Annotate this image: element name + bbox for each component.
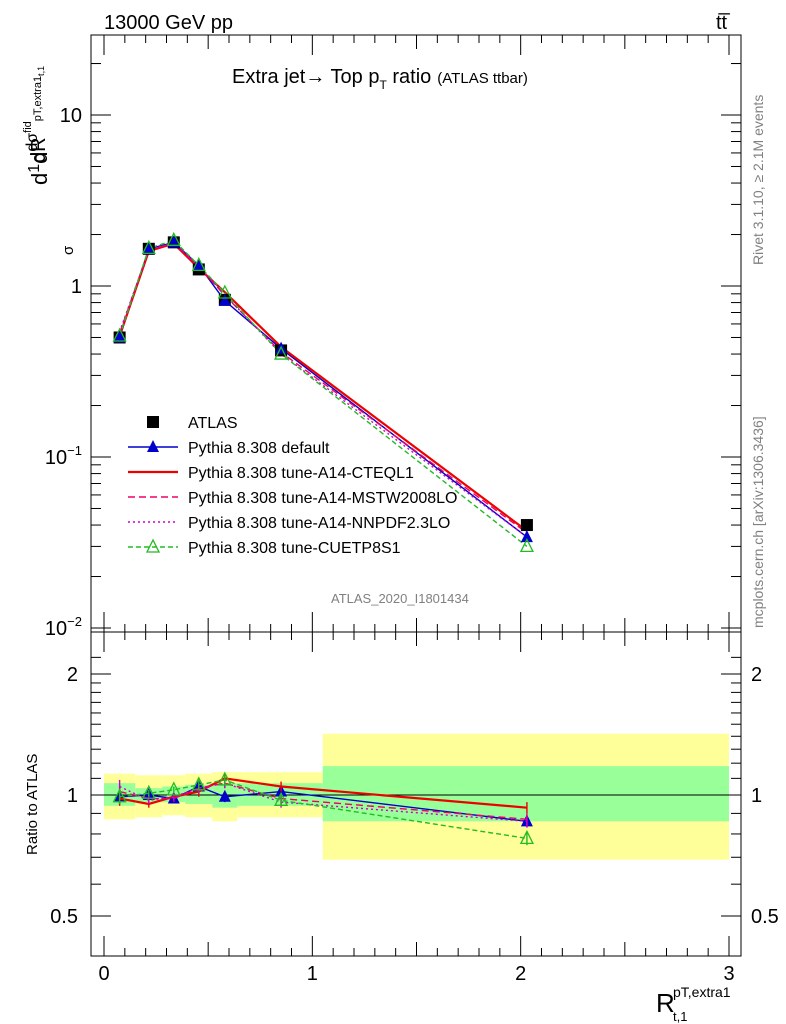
data-point-cuetp8s1 [274, 345, 289, 360]
data-point-cuetp8s1 [191, 776, 206, 791]
data-point-cuetp8s1 [141, 784, 156, 799]
title-main: Extra jet→ Top p [232, 66, 379, 88]
ylabel-d2: d [27, 152, 52, 164]
xlabel-sup: pT,extra1 [673, 984, 731, 1000]
legend-label: Pythia 8.308 tune-A14-NNPDF2.3LO [188, 515, 450, 532]
xtick-label: 0 [98, 963, 109, 985]
ratio-ytick-label-right: 0.5 [751, 906, 779, 928]
analysis-watermark: ATLAS_2020_I1801434 [331, 591, 469, 606]
data-point-default [167, 235, 180, 248]
ratio-ytick-label: 2 [67, 664, 78, 686]
xlabel-base: R [656, 988, 675, 1018]
mcplots-label: mcplots.cern.ch [arXiv:1306.3436] [750, 416, 766, 628]
data-point-cuetp8s1 [274, 791, 289, 806]
header-process-label: tt̅ [716, 12, 730, 34]
xtick-label: 1 [307, 963, 318, 985]
data-point-default [218, 293, 231, 306]
legend-marker [147, 440, 159, 452]
ylabel-dR: dR [28, 137, 50, 163]
svg-text:d1ddσfidpT,extra1t,1: d1ddσfidpT,extra1t,1 [22, 66, 52, 185]
data-point-default [218, 789, 231, 802]
ylabel-one: 1 [26, 164, 43, 173]
data-point-cuetp8s1 [166, 231, 181, 246]
title-sub: T [379, 78, 387, 92]
ratio-ytick-label: 1 [67, 785, 78, 807]
data-point-default [192, 258, 205, 271]
data-point-cuetp8s1 [112, 788, 127, 803]
main-ytick-label: 10−1 [45, 443, 82, 469]
data-point-atlas [520, 519, 533, 532]
legend-label: ATLAS [188, 415, 238, 432]
legend: ATLAS Pythia 8.308 default Pythia 8.308 tu… [128, 415, 457, 557]
data-point-cuetp8s1 [141, 239, 156, 255]
legend-label: Pythia 8.308 default [188, 440, 330, 457]
legend-label: Pythia 8.308 tune-CUETP8S1 [188, 540, 401, 557]
legend-marker [147, 416, 159, 428]
data-point-default [142, 241, 155, 254]
main-ytick-label: 10−2 [45, 614, 82, 640]
rivet-label: Rivet 3.1.10, ≥ 2.1M events [750, 95, 766, 265]
xlabel-sub: t,1 [673, 1009, 687, 1024]
xtick-label: 2 [515, 963, 526, 985]
data-point-cuetp8s1 [166, 781, 181, 796]
x-axis-label: R pT,extra1 t,1 [656, 984, 731, 1024]
ylabel-sigma: σ [60, 245, 77, 255]
ratio-ytick-label: 0.5 [50, 906, 78, 928]
data-point-cuetp8s1 [112, 327, 127, 342]
main-ytick-label: 10 [60, 105, 82, 127]
data-point-cuetp8s1 [519, 829, 534, 845]
ratio-y-label: Ratio to ATLAS [24, 754, 41, 855]
main-ytick-label: 1 [71, 276, 82, 298]
chart-title: Extra jet→ Top pT ratio (ATLAS ttbar) [232, 66, 528, 92]
main-panel: 10 1 10−1 10−2 [45, 34, 742, 640]
data-point-cuetp8s1 [217, 284, 232, 299]
data-point-cuetp8s1 [217, 771, 232, 786]
ratio-ytick-label-right: 1 [751, 785, 762, 807]
ratio-ytick-label-right: 2 [751, 664, 762, 686]
xtick-label: 3 [723, 963, 734, 985]
ylabel-dsigma: dσ [24, 133, 41, 152]
legend-label: Pythia 8.308 tune-A14-CTEQL1 [188, 465, 414, 482]
ylabel-d: d [27, 173, 52, 185]
main-y-label: d1ddσfidpT,extra1t,1 σ dR [22, 66, 77, 255]
ylabel-subsub: t,1 [36, 66, 46, 76]
legend-marker [145, 538, 161, 553]
header-energy-label: 13000 GeV pp [104, 12, 233, 34]
data-point-cuetp8s1 [191, 256, 206, 272]
ylabel-fid: fid [22, 121, 34, 133]
data-point-cuetp8s1 [519, 537, 534, 553]
ratio-panel: 2 2 1 1 0.5 0.5 [50, 631, 779, 957]
title-rest: ratio [387, 66, 431, 88]
title-note: (ATLAS ttbar) [437, 70, 528, 87]
data-point-default [113, 330, 126, 343]
legend-label: Pythia 8.308 tune-A14-MSTW2008LO [188, 490, 457, 507]
data-point-default [520, 530, 533, 543]
uncertainty-band-inner [322, 766, 729, 822]
ylabel-sub: pT,extra1 [32, 76, 44, 121]
